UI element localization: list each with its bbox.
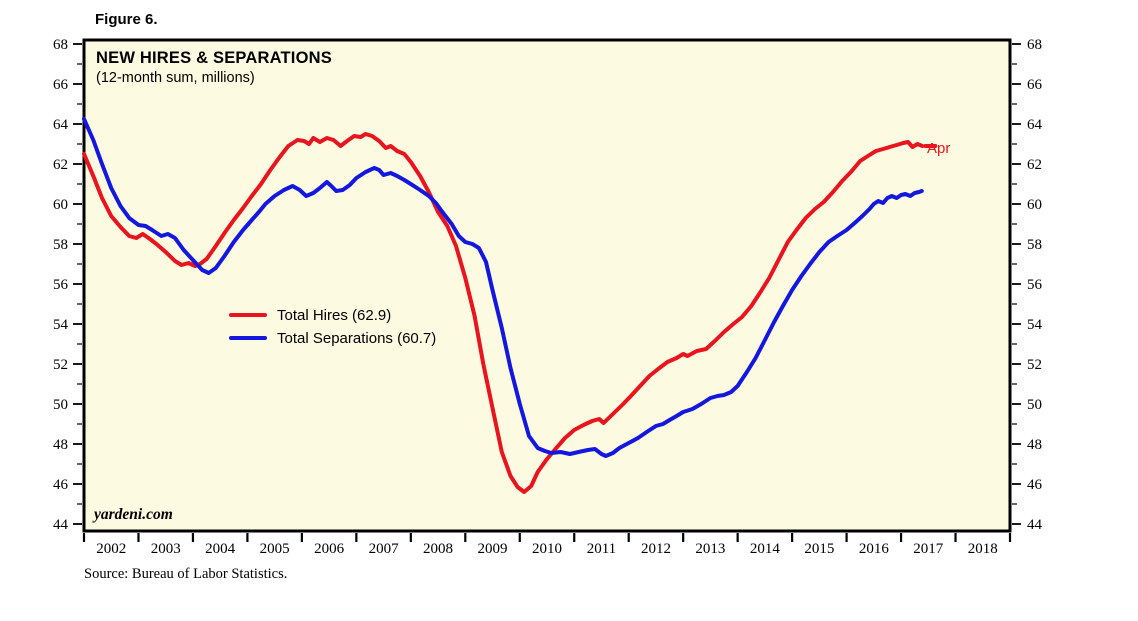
legend-label-hires: Total Hires (62.9) [277, 306, 392, 324]
plot-area [82, 38, 1012, 533]
series-line-total-hires [82, 132, 925, 494]
x-axis-label: 2002 [96, 541, 126, 557]
y-axis-label-right: 64 [1027, 117, 1043, 133]
y-axis-label-left: 56 [53, 277, 69, 293]
y-axis-label-right: 48 [1027, 437, 1042, 453]
y-axis-label-left: 66 [53, 77, 69, 93]
legend-label-separations: Total Separations (60.7) [277, 329, 437, 347]
y-axis-label-left: 52 [53, 357, 68, 373]
series-end-annotation: Apr [927, 140, 951, 157]
chart-subtitle: (12-month sum, millions) [96, 70, 255, 86]
x-axis-label: 2012 [641, 541, 671, 557]
x-axis-label: 2004 [205, 541, 236, 557]
y-axis-label-right: 50 [1027, 397, 1042, 413]
legend-swatch-hires [229, 312, 267, 318]
y-axis-label-right: 54 [1027, 317, 1043, 333]
x-axis-label: 2003 [151, 541, 181, 557]
x-axis-label: 2008 [423, 541, 453, 557]
y-axis-label-left: 62 [53, 157, 68, 173]
legend: Total Hires (62.9) Total Separations (60… [229, 306, 436, 347]
y-axis-label-left: 60 [53, 197, 68, 213]
x-axis-label: 2005 [260, 541, 290, 557]
y-axis-label-right: 68 [1027, 37, 1042, 53]
legend-item-separations: Total Separations (60.7) [229, 329, 436, 347]
x-axis-label: 2006 [314, 541, 345, 557]
x-axis-label: 2015 [804, 541, 834, 557]
y-axis-label-left: 44 [53, 517, 69, 533]
x-axis-label: 2017 [913, 541, 944, 557]
x-axis-label: 2011 [587, 541, 616, 557]
y-axis-label-right: 60 [1027, 197, 1042, 213]
y-axis-label-left: 54 [53, 317, 69, 333]
y-axis-label-right: 58 [1027, 237, 1042, 253]
x-axis-label: 2010 [532, 541, 562, 557]
y-axis-label-right: 46 [1027, 477, 1043, 493]
x-axis-label: 2018 [968, 541, 998, 557]
x-axis-label: 2014 [750, 541, 781, 557]
y-axis-label-right: 44 [1027, 517, 1043, 533]
chart-title: NEW HIRES & SEPARATIONS [96, 49, 332, 67]
y-axis-label-left: 46 [53, 477, 69, 493]
x-axis-label: 2016 [859, 541, 890, 557]
watermark: yardeni.com [94, 506, 173, 523]
legend-item-hires: Total Hires (62.9) [229, 306, 436, 324]
y-axis-label-left: 68 [53, 37, 68, 53]
legend-swatch-separations [229, 335, 267, 341]
figure-label: Figure 6. [95, 11, 158, 28]
y-axis-label-right: 52 [1027, 357, 1042, 373]
source-note: Source: Bureau of Labor Statistics. [84, 566, 288, 582]
y-axis-label-left: 58 [53, 237, 68, 253]
series-line-total-separations [82, 117, 924, 458]
x-axis-label: 2013 [695, 541, 725, 557]
x-axis-label: 2007 [369, 541, 400, 557]
y-axis-label-right: 66 [1027, 77, 1043, 93]
y-axis-label-right: 62 [1027, 157, 1042, 173]
y-axis-label-right: 56 [1027, 277, 1043, 293]
y-axis-label-left: 64 [53, 117, 69, 133]
y-axis-label-left: 50 [53, 397, 68, 413]
y-axis-label-left: 48 [53, 437, 68, 453]
x-axis-label: 2009 [478, 541, 508, 557]
